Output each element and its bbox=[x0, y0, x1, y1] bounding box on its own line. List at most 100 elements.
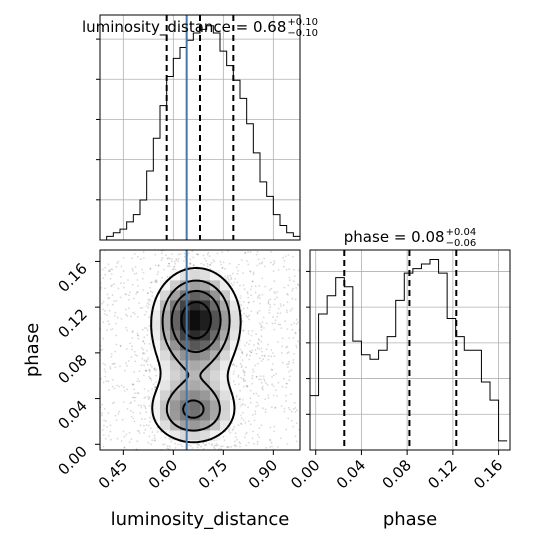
scatter-point bbox=[263, 265, 266, 268]
x-tick-label-luminosity-distance: 0.90 bbox=[245, 456, 281, 492]
scatter-point bbox=[139, 404, 142, 407]
scatter-point bbox=[242, 411, 244, 414]
scatter-point bbox=[130, 415, 133, 418]
scatter-point bbox=[129, 409, 132, 412]
scatter-point bbox=[206, 253, 209, 256]
scatter-point bbox=[281, 361, 284, 364]
scatter-point bbox=[134, 266, 137, 268]
scatter-point bbox=[102, 277, 105, 280]
scatter-point bbox=[244, 436, 246, 439]
scatter-point bbox=[255, 375, 258, 378]
heatmap-cell bbox=[210, 290, 221, 301]
scatter-point bbox=[179, 253, 182, 255]
scatter-point bbox=[149, 267, 152, 270]
scatter-point bbox=[286, 345, 289, 348]
scatter-point bbox=[288, 279, 291, 282]
scatter-point bbox=[267, 394, 270, 396]
scatter-point bbox=[209, 268, 212, 270]
heatmap-cell bbox=[200, 410, 211, 421]
scatter-point bbox=[260, 378, 263, 381]
phase-hist-frame bbox=[309, 249, 511, 451]
scatter-point bbox=[297, 340, 299, 343]
scatter-point bbox=[136, 291, 139, 294]
scatter-point bbox=[233, 380, 235, 383]
scatter-point bbox=[197, 253, 200, 256]
scatter-point bbox=[234, 440, 236, 443]
scatter-point bbox=[245, 354, 248, 357]
scatter-point bbox=[260, 335, 263, 338]
scatter-point bbox=[168, 437, 171, 440]
scatter-point bbox=[104, 375, 107, 378]
scatter-point bbox=[136, 392, 139, 395]
heatmap-cell bbox=[210, 370, 221, 381]
scatter-point bbox=[149, 420, 152, 423]
scatter-point bbox=[142, 257, 145, 259]
scatter-point bbox=[268, 309, 271, 311]
scatter-point bbox=[211, 443, 214, 445]
scatter-point bbox=[125, 293, 128, 296]
scatter-point bbox=[202, 442, 205, 445]
scatter-point bbox=[249, 270, 252, 273]
scatter-point bbox=[138, 380, 141, 383]
scatter-point bbox=[293, 353, 295, 355]
scatter-point bbox=[294, 435, 297, 438]
scatter-point bbox=[288, 379, 291, 382]
scatter-point bbox=[109, 268, 112, 271]
scatter-point bbox=[270, 250, 272, 253]
scatter-point bbox=[285, 309, 288, 312]
phase-panel-title: phase = 0.08+0.04 −0.06 bbox=[344, 227, 476, 249]
scatter-point bbox=[196, 253, 199, 256]
scatter-point bbox=[166, 447, 168, 450]
scatter-point bbox=[170, 253, 173, 256]
scatter-point bbox=[237, 269, 240, 272]
heatmap-cell bbox=[180, 390, 191, 401]
heatmap-cell bbox=[210, 400, 221, 411]
scatter-point bbox=[249, 389, 252, 392]
scatter-point bbox=[148, 325, 151, 327]
scatter-point bbox=[259, 302, 261, 305]
scatter-point bbox=[136, 279, 139, 281]
scatter-point bbox=[137, 285, 140, 287]
scatter-point bbox=[113, 300, 115, 302]
scatter-point bbox=[286, 352, 289, 355]
scatter-point bbox=[272, 263, 274, 266]
scatter-point bbox=[228, 262, 231, 265]
scatter-point bbox=[285, 428, 288, 431]
scatter-point bbox=[103, 313, 106, 315]
scatter-point bbox=[265, 348, 268, 351]
scatter-point bbox=[245, 385, 248, 388]
scatter-point bbox=[109, 424, 112, 427]
scatter-point bbox=[251, 330, 254, 332]
scatter-point bbox=[261, 387, 263, 390]
scatter-point bbox=[273, 355, 276, 358]
scatter-point bbox=[146, 363, 149, 366]
scatter-point bbox=[290, 410, 293, 413]
scatter-point bbox=[270, 349, 273, 351]
scatter-point bbox=[280, 405, 283, 407]
scatter-point bbox=[244, 252, 247, 255]
scatter-point bbox=[102, 362, 105, 365]
scatter-point bbox=[250, 351, 253, 354]
x-tick-label-luminosity-distance: 0.45 bbox=[95, 456, 131, 492]
scatter-point bbox=[101, 403, 104, 406]
scatter-point bbox=[154, 280, 157, 282]
scatter-point bbox=[177, 260, 180, 263]
scatter-point bbox=[240, 309, 243, 312]
heatmap-cell bbox=[210, 330, 221, 341]
scatter-point bbox=[267, 343, 269, 346]
scatter-point bbox=[252, 430, 255, 433]
scatter-point bbox=[294, 332, 297, 335]
scatter-point bbox=[242, 403, 244, 405]
scatter-point bbox=[283, 407, 286, 410]
scatter-point bbox=[242, 419, 245, 421]
scatter-point bbox=[290, 419, 293, 422]
scatter-point bbox=[145, 411, 148, 414]
scatter-point bbox=[175, 259, 178, 262]
x-tick-label-phase: 0.16 bbox=[470, 456, 506, 492]
scatter-point bbox=[251, 374, 254, 377]
scatter-point bbox=[114, 414, 117, 417]
heatmap-cell bbox=[190, 420, 201, 431]
scatter-point bbox=[133, 420, 136, 423]
scatter-point bbox=[121, 418, 124, 421]
scatter-point bbox=[204, 444, 206, 447]
